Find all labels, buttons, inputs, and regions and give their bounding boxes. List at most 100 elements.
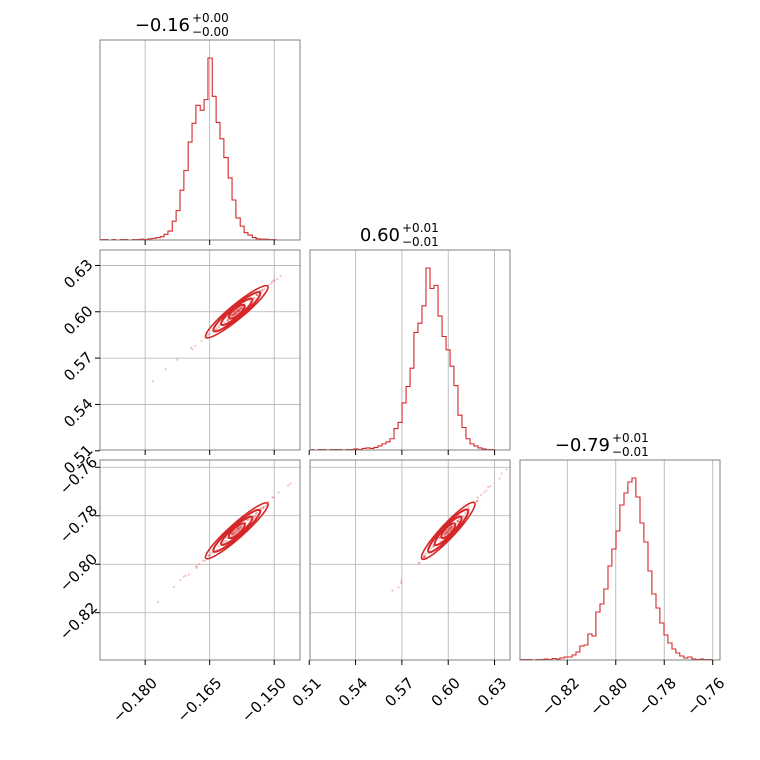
- histogram-bar: [632, 478, 636, 660]
- scatter-panel-0-2: −0.180 −0.165 −0.150−0.82−0.80−0.78−0.76: [56, 453, 307, 726]
- scatter-point: [305, 468, 307, 470]
- scatter-point: [255, 293, 258, 296]
- scatter-point: [272, 496, 275, 499]
- histogram-bar: [474, 446, 478, 450]
- histogram-bar: [572, 655, 576, 660]
- scatter-point: [423, 555, 426, 558]
- panel-border: [519, 459, 721, 661]
- scatter-point: [214, 328, 217, 331]
- density-contour: [427, 508, 470, 554]
- density-contour: [433, 515, 463, 547]
- y-tick-label: 0.60: [60, 302, 96, 338]
- scatter-point: [194, 344, 197, 348]
- scatter-point: [253, 516, 256, 519]
- histogram-bar: [458, 415, 462, 450]
- histogram-bar: [248, 235, 252, 240]
- x-tick-label: −0.82: [538, 674, 583, 719]
- histogram-bar: [466, 439, 470, 450]
- density-contours: [420, 501, 476, 561]
- scatter-point: [289, 482, 292, 485]
- scatter-point: [207, 554, 210, 557]
- histogram-bar: [176, 211, 180, 240]
- scatter-point: [418, 561, 421, 564]
- scatter-point: [475, 500, 478, 503]
- param-title-2: −0.79 +0.01−0.01: [555, 431, 649, 459]
- param-error-minus: −0.01: [612, 445, 649, 459]
- density-contours: [204, 284, 269, 339]
- scatter-point: [273, 279, 276, 282]
- histogram-bar: [454, 386, 458, 450]
- scatter-point: [184, 574, 187, 577]
- scatter-point: [424, 555, 427, 558]
- scatter-point: [195, 567, 198, 570]
- histogram-bar: [164, 234, 168, 240]
- scatter-point: [218, 324, 221, 327]
- y-tick-label: 0.54: [60, 395, 96, 431]
- density-contour: [227, 303, 246, 320]
- histogram-bar: [200, 110, 204, 240]
- histogram-bar: [386, 442, 390, 450]
- param-error-plus: +0.01: [612, 431, 649, 445]
- scatter-point: [252, 297, 256, 300]
- scatter-point: [438, 536, 441, 540]
- histogram-bar: [680, 656, 684, 660]
- scatter-point: [151, 380, 155, 383]
- histogram-bar: [608, 566, 612, 660]
- scatter-point: [200, 339, 203, 343]
- scatter-point: [263, 288, 266, 291]
- scatter-point: [391, 589, 394, 592]
- y-tick-label: −0.80: [56, 550, 101, 595]
- histogram-bar: [596, 612, 600, 660]
- scatter-point: [249, 517, 252, 520]
- histogram-bar: [232, 200, 236, 240]
- scatter-point: [189, 346, 193, 349]
- scatter-point: [277, 491, 280, 494]
- scatter-point: [456, 519, 459, 523]
- x-tick-label: −0.165: [173, 674, 225, 726]
- histogram-bar: [378, 446, 382, 450]
- histogram-bar: [236, 218, 240, 240]
- panel-border: [309, 459, 511, 661]
- histogram-bar: [422, 306, 426, 450]
- scatter-point: [438, 536, 441, 540]
- scatter-point: [464, 511, 467, 515]
- scatter-point: [270, 282, 273, 285]
- histogram-bar: [434, 285, 438, 450]
- scatter-point: [262, 506, 265, 509]
- histogram-step-line: [519, 477, 720, 661]
- scatter-point: [432, 545, 435, 548]
- x-tick-label: 0.60: [428, 674, 464, 710]
- histogram-bar: [592, 636, 596, 660]
- histogram-bar: [224, 158, 228, 240]
- panel-border: [309, 249, 511, 451]
- param-error-plus: +0.00: [192, 11, 229, 25]
- scatter-points: [151, 275, 282, 383]
- scatter-point: [195, 565, 198, 568]
- scatter-point: [259, 506, 262, 510]
- scatter-point: [215, 326, 219, 330]
- scatter-point: [424, 552, 427, 556]
- density-contour: [440, 522, 457, 540]
- scatter-point: [255, 294, 258, 297]
- histogram-bar: [196, 105, 200, 240]
- histogram-bar: [672, 649, 676, 660]
- x-tick-label: −0.76: [683, 674, 728, 719]
- scatter-point: [256, 293, 260, 297]
- density-core: [231, 307, 243, 317]
- y-tick-label: −0.78: [56, 502, 101, 547]
- scatter-point: [201, 559, 205, 562]
- histogram-bar: [624, 493, 628, 660]
- scatter-point: [400, 581, 403, 585]
- histogram-bar: [612, 549, 616, 660]
- histogram-bar: [620, 505, 624, 660]
- scatter-panel-0-1: 0.510.540.570.600.63: [60, 249, 301, 477]
- scatter-point: [498, 477, 501, 480]
- density-contour: [204, 501, 269, 560]
- scatter-point: [261, 288, 264, 292]
- scatter-point: [215, 328, 218, 331]
- histogram-bar: [580, 646, 584, 660]
- histogram-bar: [664, 635, 668, 660]
- scatter-point: [267, 500, 270, 503]
- scatter-point: [226, 318, 229, 322]
- histogram-bar: [470, 444, 474, 450]
